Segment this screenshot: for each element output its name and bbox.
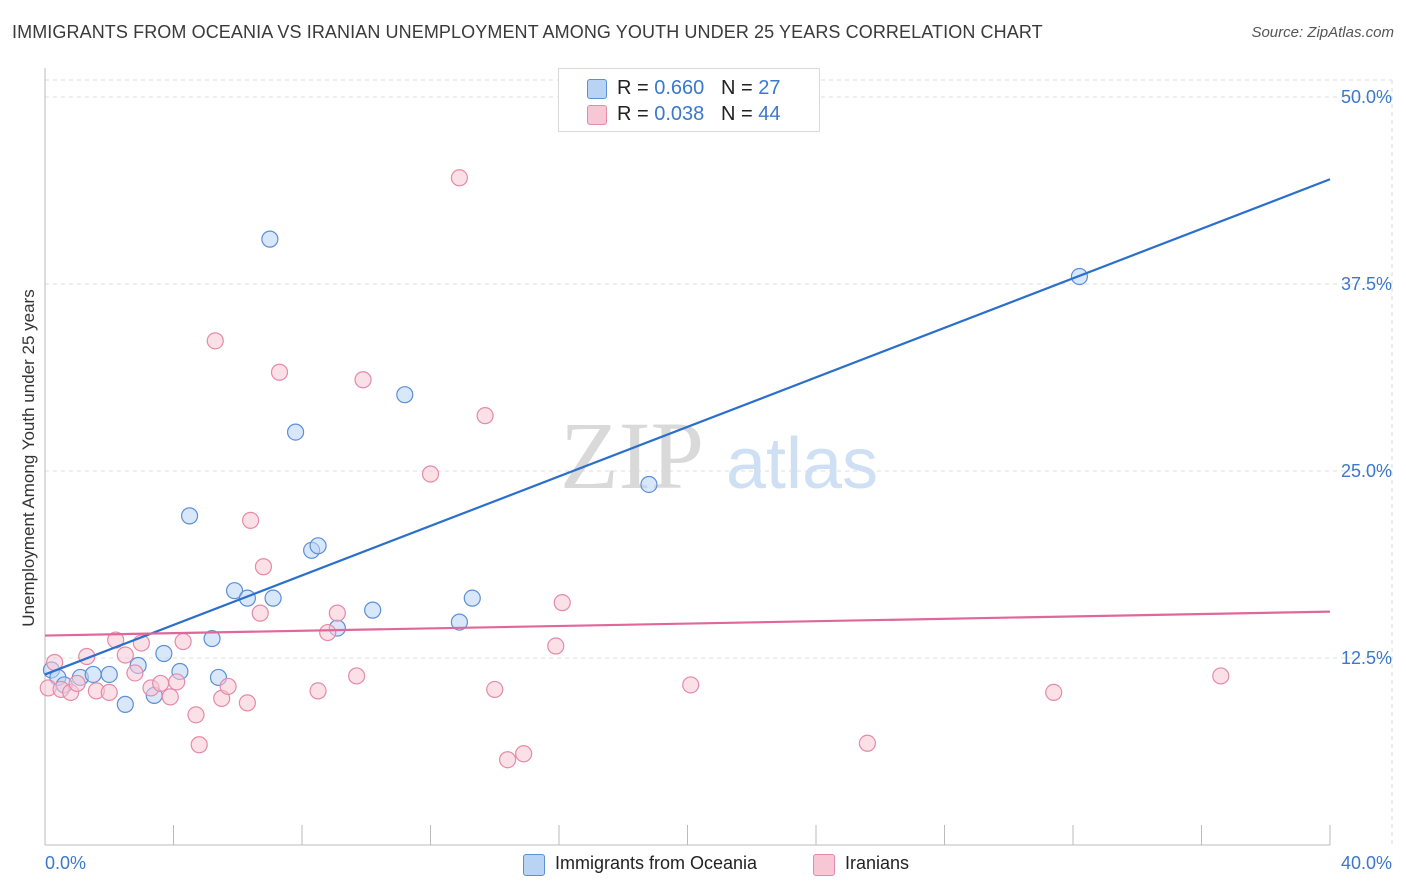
n-label: N = — [720, 103, 759, 125]
blue-point — [203, 629, 221, 648]
pink-point — [161, 688, 179, 706]
chart-title: IMMIGRANTS FROM OCEANIA VS IRANIAN UNEMP… — [12, 22, 1043, 42]
blue-point — [463, 589, 481, 607]
n-label: N = — [720, 77, 759, 99]
pink-point — [486, 680, 504, 699]
pink-point — [116, 646, 134, 664]
pink-point — [515, 745, 533, 763]
trend-lines — [44, 178, 1331, 676]
n-value: 27 — [758, 77, 781, 99]
watermark: ZIP atlas — [560, 402, 878, 509]
blue-point — [155, 644, 173, 663]
pink-point — [1045, 683, 1063, 702]
pink-point — [858, 734, 877, 752]
pink-swatch — [813, 854, 835, 876]
blue-point — [640, 475, 658, 494]
blue-point — [84, 665, 102, 684]
blue-point — [309, 537, 327, 555]
blue-swatch — [523, 854, 545, 876]
x-tick-label: 0.0% — [45, 853, 86, 873]
pink-point — [174, 632, 192, 651]
blue-trend-line — [44, 178, 1331, 676]
pink-point — [348, 667, 366, 685]
x-tick-label: 40.0% — [1341, 853, 1392, 873]
blue-point — [225, 582, 244, 600]
pink-point — [152, 674, 170, 693]
pink-trend-line — [44, 610, 1331, 637]
pink-point — [238, 694, 256, 712]
pink-point — [190, 736, 208, 754]
pink-point — [421, 465, 440, 483]
watermark-atlas: atlas — [726, 424, 878, 504]
correlation-legend: R = 0.660 N = 27 R = 0.038 N = 44 — [558, 68, 820, 132]
r-label: R = — [617, 103, 655, 125]
blue-point — [286, 423, 305, 441]
pink-point — [254, 558, 273, 576]
pink-point — [319, 623, 337, 642]
pink-point — [219, 677, 237, 696]
pink-point — [547, 637, 565, 655]
blue-point — [396, 386, 414, 404]
blue-point — [261, 230, 279, 248]
blue-point — [100, 665, 118, 684]
r-value: 0.660 — [654, 77, 705, 99]
pink-point — [328, 604, 346, 622]
gridlines — [45, 79, 1393, 845]
blue-point — [264, 589, 282, 607]
blue-point — [450, 613, 469, 631]
pink-point — [682, 676, 700, 694]
r-label: R = — [617, 77, 655, 99]
pink-point — [270, 363, 289, 381]
pink-point — [553, 594, 571, 612]
pink-point — [126, 664, 144, 682]
pink-point — [242, 511, 260, 529]
pink-point — [450, 169, 469, 187]
blue-point — [180, 507, 199, 525]
axes — [44, 68, 1331, 846]
y-tick-label: 25.0% — [1341, 461, 1392, 481]
legend-label: Immigrants from Oceania — [555, 853, 758, 873]
pink-point — [251, 604, 269, 622]
pink-swatch — [587, 105, 607, 125]
y-tick-label: 12.5% — [1341, 648, 1392, 668]
y-tick-label: 50.0% — [1341, 87, 1392, 107]
pink-point — [354, 371, 372, 389]
series-legend: Immigrants from Oceania Iranians — [0, 852, 1406, 878]
data-points — [39, 169, 1230, 769]
source-label: Source: ZipAtlas.com — [1251, 24, 1394, 41]
blue-point — [116, 695, 134, 713]
tick-labels: 12.5% 25.0% 37.5% 50.0% 0.0% 40.0% — [45, 87, 1392, 873]
pink-point — [499, 751, 517, 769]
pink-point — [309, 682, 327, 700]
y-axis-label: Unemployment Among Youth under 25 years — [19, 289, 38, 627]
watermark-zip: ZIP — [560, 402, 704, 509]
pink-point — [68, 674, 86, 693]
r-value: 0.038 — [654, 103, 705, 125]
legend-label: Iranians — [845, 853, 910, 873]
blue-point — [364, 601, 382, 619]
n-value: 44 — [758, 103, 781, 125]
pink-point — [187, 706, 205, 724]
pink-point — [168, 673, 186, 691]
pink-point — [100, 683, 118, 702]
pink-point — [476, 407, 494, 425]
pink-point — [206, 332, 224, 350]
blue-swatch — [587, 79, 607, 99]
pink-point — [1212, 667, 1230, 685]
y-tick-label: 37.5% — [1341, 274, 1392, 294]
